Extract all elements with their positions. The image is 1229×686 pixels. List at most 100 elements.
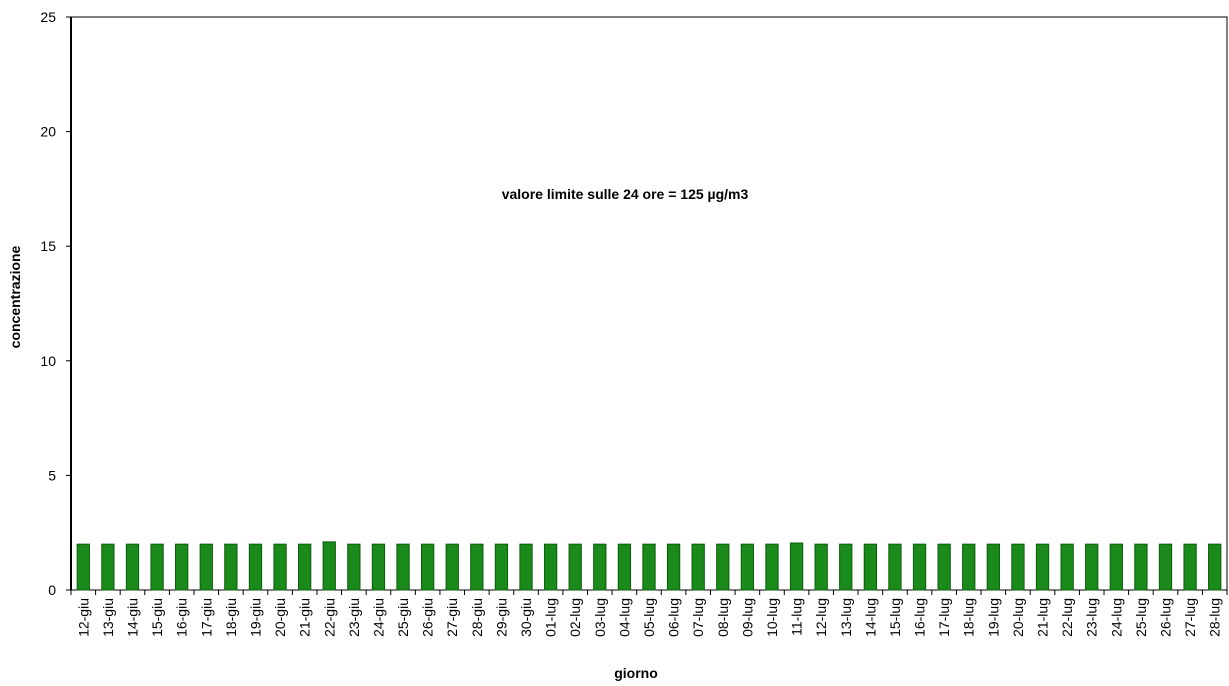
bar-19-giu bbox=[248, 543, 263, 591]
bar-23-giu bbox=[347, 543, 361, 591]
bar-12-lug bbox=[814, 543, 828, 591]
bar-23-lug bbox=[1085, 543, 1099, 591]
x-tick-label: 22-giu bbox=[321, 598, 337, 637]
y-axis-label: concentrazione bbox=[7, 245, 23, 348]
bar-19-lug bbox=[986, 543, 1000, 591]
plot-frame bbox=[70, 16, 1228, 591]
x-tick-label: 28-lug bbox=[1207, 598, 1223, 637]
x-tick-label: 21-lug bbox=[1035, 598, 1051, 637]
bar-28-giu bbox=[470, 543, 484, 591]
bar-17-giu bbox=[199, 543, 213, 591]
bar-09-lug bbox=[740, 543, 755, 591]
bar-24-lug bbox=[1109, 543, 1123, 591]
bar-13-giu bbox=[101, 543, 115, 591]
x-tick-label: 30-giu bbox=[518, 598, 534, 637]
bar-24-giu bbox=[371, 543, 386, 591]
bar-20-lug bbox=[1011, 543, 1025, 591]
x-tick-label: 20-lug bbox=[1010, 598, 1026, 637]
bar-02-lug bbox=[568, 543, 582, 591]
x-tick-label: 17-giu bbox=[198, 598, 214, 637]
x-tick-label: 22-lug bbox=[1059, 598, 1075, 637]
y-tick-label: 25 bbox=[40, 9, 56, 25]
x-tick-label: 13-lug bbox=[838, 598, 854, 637]
bar-21-lug bbox=[1035, 543, 1050, 591]
bar-18-lug bbox=[962, 543, 976, 591]
bar-28-lug bbox=[1208, 543, 1222, 591]
y-tick-label: 0 bbox=[48, 582, 56, 598]
x-tick-label: 11-lug bbox=[789, 598, 805, 636]
bar-16-giu bbox=[175, 543, 189, 591]
x-tick-label: 17-lug bbox=[936, 598, 952, 637]
bar-05-lug bbox=[642, 543, 656, 591]
x-tick-label: 25-lug bbox=[1133, 598, 1149, 637]
x-tick-label: 29-giu bbox=[493, 598, 509, 637]
x-tick-label: 28-giu bbox=[469, 598, 485, 637]
bar-27-lug bbox=[1183, 543, 1197, 591]
x-tick-label: 23-lug bbox=[1084, 598, 1100, 637]
y-tick-label: 20 bbox=[40, 124, 56, 140]
bar-14-lug bbox=[863, 543, 878, 591]
chart-annotation: valore limite sulle 24 ore = 125 µg/m3 bbox=[502, 186, 749, 202]
bar-13-lug bbox=[839, 543, 853, 591]
x-tick-label: 19-giu bbox=[247, 598, 263, 637]
x-axis-ticks: 12-giu 13-giu 14-giu 15-giu 16-giu 17-giu 18-g… bbox=[70, 590, 1228, 637]
x-tick-label: 20-giu bbox=[272, 598, 288, 637]
bar-18-giu bbox=[224, 543, 238, 591]
bar-25-lug bbox=[1134, 543, 1148, 591]
y-tick-label: 15 bbox=[40, 238, 56, 254]
x-tick-label: 18-lug bbox=[961, 598, 977, 637]
bars bbox=[76, 541, 1222, 591]
bar-21-giu bbox=[298, 543, 312, 591]
bar-22-lug bbox=[1060, 543, 1074, 591]
x-tick-label: 09-lug bbox=[739, 598, 755, 637]
y-tick-label: 5 bbox=[48, 467, 56, 483]
bar-16-lug bbox=[912, 543, 927, 591]
x-tick-label: 06-lug bbox=[666, 598, 682, 637]
x-tick-label: 16-lug bbox=[912, 598, 928, 637]
bar-08-lug bbox=[716, 543, 730, 591]
x-tick-label: 19-lug bbox=[985, 598, 1001, 637]
y-axis-ticks: 0 5 10 15 20 25 bbox=[40, 9, 71, 598]
x-tick-label: 14-giu bbox=[124, 598, 140, 637]
bar-01-lug bbox=[543, 543, 558, 591]
x-tick-label: 18-giu bbox=[223, 598, 239, 637]
x-tick-label: 24-lug bbox=[1108, 598, 1124, 637]
bar-04-lug bbox=[617, 543, 632, 591]
bar-06-lug bbox=[666, 543, 681, 591]
bar-22-giu bbox=[322, 541, 336, 591]
x-tick-label: 15-lug bbox=[887, 598, 903, 637]
x-tick-label: 26-giu bbox=[420, 598, 436, 637]
bar-29-giu bbox=[494, 543, 509, 591]
bar-11-lug bbox=[789, 542, 804, 591]
x-tick-label: 02-lug bbox=[567, 598, 583, 637]
x-tick-label: 16-giu bbox=[174, 598, 190, 637]
bar-15-lug bbox=[888, 543, 902, 591]
x-tick-label: 10-lug bbox=[764, 598, 780, 637]
bar-27-giu bbox=[445, 543, 459, 591]
x-tick-label: 27-lug bbox=[1182, 598, 1198, 637]
bar-26-giu bbox=[420, 543, 435, 591]
x-tick-label: 24-giu bbox=[370, 598, 386, 637]
x-tick-label: 01-lug bbox=[543, 598, 559, 637]
x-tick-label: 13-giu bbox=[100, 598, 116, 637]
x-tick-label: 26-lug bbox=[1158, 598, 1174, 637]
x-tick-label: 12-lug bbox=[813, 598, 829, 637]
bar-25-giu bbox=[396, 543, 410, 591]
x-tick-label: 05-lug bbox=[641, 598, 657, 637]
x-tick-label: 25-giu bbox=[395, 598, 411, 637]
bar-30-giu bbox=[519, 543, 533, 591]
bar-14-giu bbox=[125, 543, 140, 591]
x-tick-label: 15-giu bbox=[149, 598, 165, 637]
x-tick-label: 14-lug bbox=[862, 598, 878, 637]
bar-20-giu bbox=[273, 543, 287, 591]
x-tick-label: 27-giu bbox=[444, 598, 460, 637]
x-tick-label: 04-lug bbox=[616, 598, 632, 637]
plot-area-border bbox=[70, 16, 1228, 591]
bar-10-lug bbox=[765, 543, 779, 591]
bar-26-lug bbox=[1158, 543, 1173, 591]
x-tick-label: 03-lug bbox=[592, 598, 608, 637]
bar-03-lug bbox=[593, 543, 607, 591]
bar-07-lug bbox=[691, 543, 705, 591]
x-tick-label: 07-lug bbox=[690, 598, 706, 637]
